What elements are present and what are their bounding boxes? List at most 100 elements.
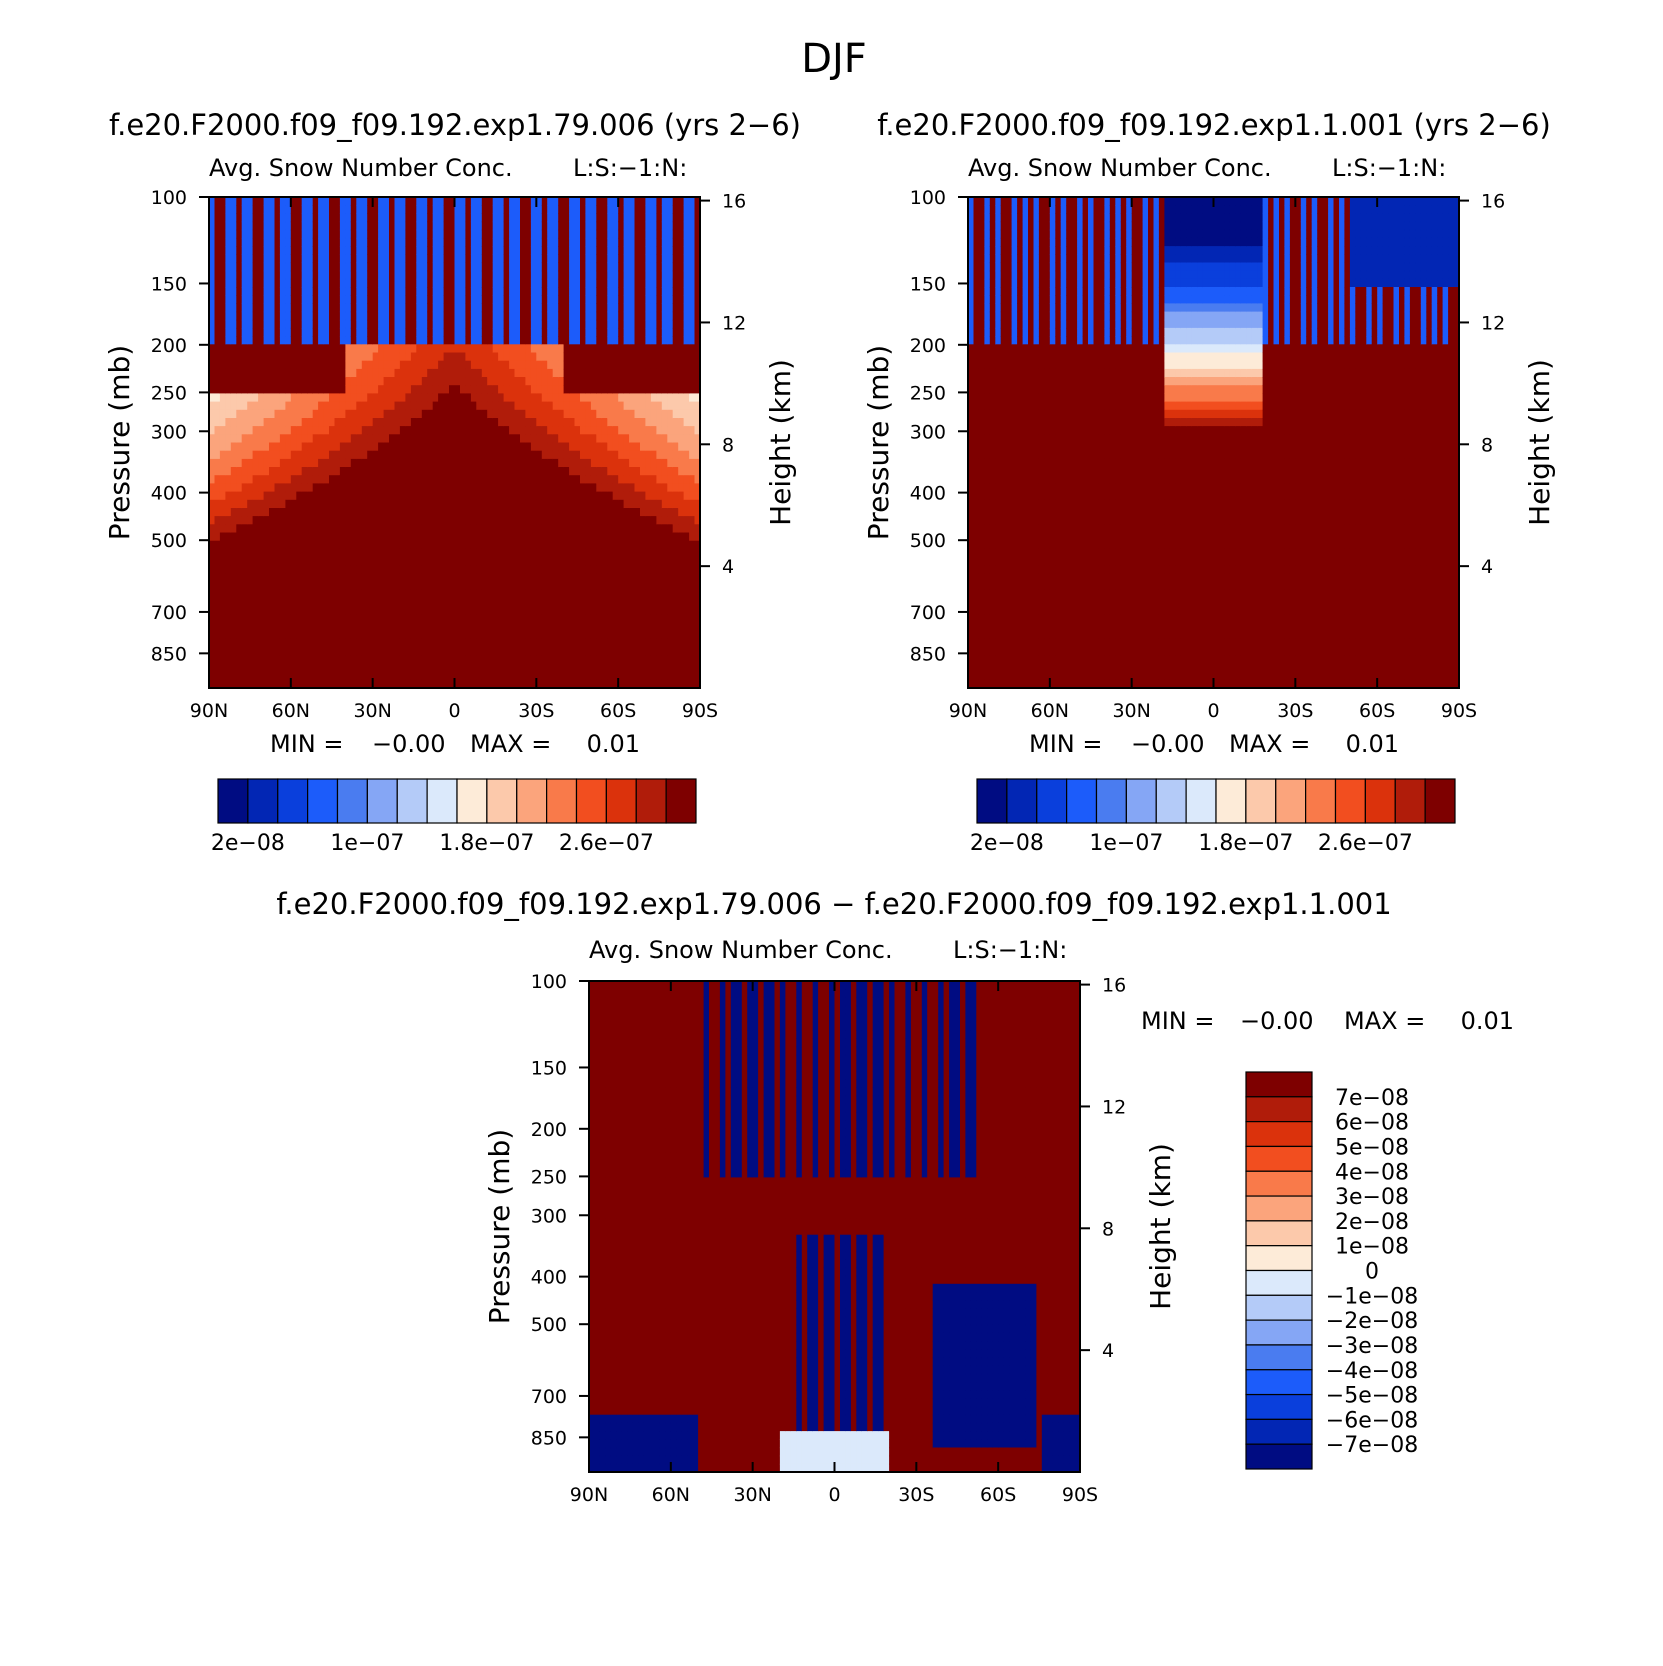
field-cell: [650, 197, 657, 206]
field-cell: [410, 548, 417, 558]
field-cell: [612, 483, 619, 493]
field-cell: [574, 598, 581, 607]
field-cell: [269, 516, 276, 525]
field-cell: [607, 557, 614, 566]
field-cell: [552, 237, 559, 247]
field-cell: [378, 679, 385, 688]
field-cell: [296, 540, 303, 550]
field-cell: [650, 360, 657, 370]
field-cell: [460, 458, 467, 468]
field-cell: [509, 237, 516, 247]
field-cell: [252, 598, 259, 607]
field-cell: [487, 434, 494, 444]
field-cell: [481, 303, 488, 313]
field-cell: [623, 418, 630, 427]
field-cell: [640, 598, 647, 607]
field-cell: [640, 450, 647, 460]
field-cell: [525, 385, 532, 394]
field-cell: [219, 663, 226, 673]
field-cell: [449, 418, 456, 427]
field-cell: [296, 426, 303, 435]
field-cell: [285, 254, 292, 264]
field-cell: [329, 679, 336, 688]
field-cell: [536, 614, 543, 624]
field-cell: [225, 401, 232, 411]
field-cell: [230, 303, 237, 313]
field-cell: [514, 319, 521, 329]
field-cell: [350, 442, 357, 452]
field-cell: [629, 418, 636, 427]
field-cell: [399, 467, 406, 476]
field-cell: [596, 679, 603, 688]
field-cell: [329, 287, 336, 296]
field-cell: [596, 418, 603, 427]
field-cell: [361, 229, 368, 239]
field-cell: [558, 237, 565, 247]
field-cell: [487, 671, 494, 681]
field-cell: [525, 368, 532, 378]
field-cell: [383, 598, 390, 607]
field-cell: [416, 475, 423, 484]
field-cell: [645, 622, 652, 632]
field-cell: [269, 336, 276, 345]
field-cell: [285, 311, 292, 321]
field-cell: [580, 311, 587, 321]
field-cell: [301, 630, 308, 640]
field-cell: [405, 491, 412, 501]
field-cell: [650, 336, 657, 345]
field-cell: [541, 393, 548, 403]
field-cell: [438, 246, 445, 255]
field-cell: [241, 573, 248, 583]
field-cell: [410, 409, 417, 419]
field-cell: [498, 475, 505, 484]
field-cell: [607, 213, 614, 223]
field-cell: [618, 557, 625, 566]
field-cell: [399, 622, 406, 632]
field-cell: [372, 360, 379, 370]
field-cell: [263, 278, 270, 288]
field-cell: [334, 638, 341, 648]
field-cell: [339, 532, 346, 542]
field-cell: [318, 246, 325, 255]
field-cell: [476, 614, 483, 624]
field-cell: [219, 352, 226, 362]
field-cell: [279, 229, 286, 239]
field-cell: [460, 655, 467, 665]
field-cell: [323, 360, 330, 370]
field-cell: [618, 524, 625, 534]
field-cell: [514, 393, 521, 403]
field-cell: [252, 647, 259, 656]
field-cell: [367, 360, 374, 370]
field-cell: [361, 360, 368, 370]
field-cell: [279, 270, 286, 280]
field-cell: [563, 278, 570, 288]
field-cell: [514, 598, 521, 607]
field-cell: [514, 606, 521, 615]
field-cell: [372, 434, 379, 444]
field-cell: [378, 606, 385, 615]
field-cell: [634, 548, 641, 558]
field-cell: [389, 442, 396, 452]
field-cell: [607, 377, 614, 386]
field-cell: [274, 516, 281, 525]
field-cell: [541, 614, 548, 624]
field-cell: [492, 262, 499, 272]
field-cell: [410, 622, 417, 632]
field-cell: [645, 254, 652, 264]
field-cell: [285, 442, 292, 452]
field-cell: [334, 311, 341, 321]
field-cell: [470, 516, 477, 525]
field-cell: [301, 540, 308, 550]
field-cell: [498, 655, 505, 665]
field-cell: [438, 409, 445, 419]
field-cell: [623, 614, 630, 624]
field-cell: [645, 475, 652, 484]
field-cell: [580, 540, 587, 550]
field-cell: [514, 344, 521, 354]
field-cell: [640, 491, 647, 501]
field-cell: [454, 311, 461, 321]
field-cell: [525, 278, 532, 288]
field-cell: [432, 491, 439, 501]
field-cell: [421, 442, 428, 452]
field-cell: [279, 581, 286, 591]
